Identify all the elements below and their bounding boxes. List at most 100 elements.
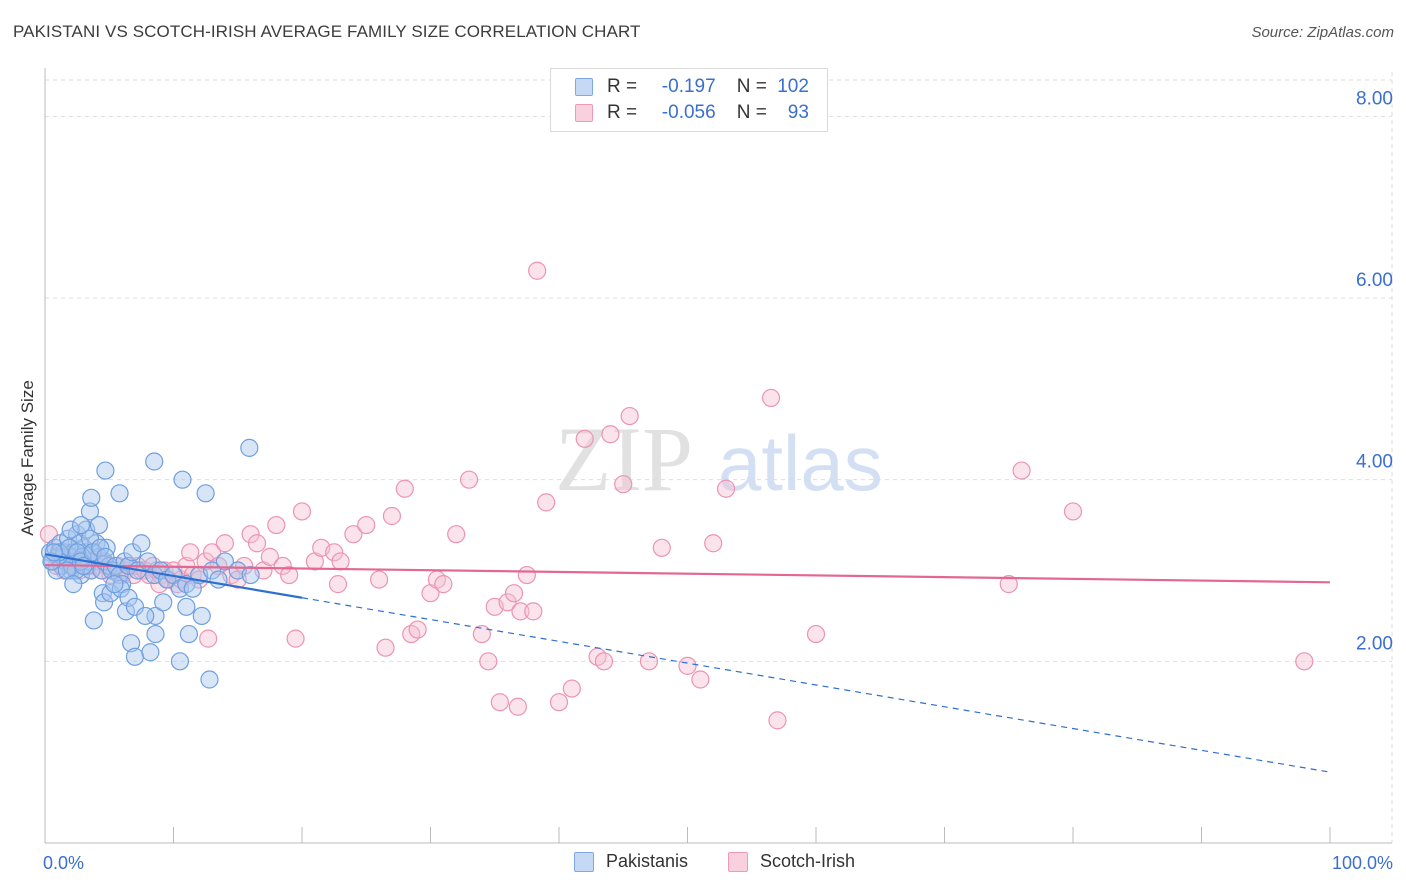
pakistani-point	[200, 670, 219, 689]
scotch-irish-point	[678, 656, 697, 675]
scotch-irish-point	[260, 547, 279, 566]
scotch-irish-point	[511, 602, 530, 621]
scotch-irish-point	[999, 575, 1018, 594]
pakistani-point	[116, 602, 136, 621]
pakistani-point	[84, 611, 103, 630]
grid-lines	[45, 72, 1393, 843]
scotch-irish-point	[528, 261, 547, 280]
scotch-irish-point	[376, 638, 395, 657]
legend-r-label: R =	[607, 102, 638, 123]
pakistani-point	[71, 515, 91, 535]
watermark-zip: ZIP	[555, 408, 693, 510]
source-credit: Source: ZipAtlas.com	[1251, 24, 1394, 41]
scotch-irish-point	[1295, 652, 1314, 671]
watermark-atlas: atlas	[718, 419, 883, 507]
scotch-irish-point	[537, 493, 556, 512]
pakistani-point	[136, 606, 155, 626]
scotch-irish-point	[215, 534, 234, 553]
pakistani-point	[96, 461, 115, 480]
scotch-irish-point	[490, 693, 509, 712]
pakistani-point	[170, 652, 190, 671]
pakistani-point	[80, 502, 100, 521]
scotch-irish-point	[459, 470, 479, 489]
scotch-irish-point	[434, 575, 453, 594]
legend-row-scotch-irish: R = -0.056 N = 93	[575, 100, 809, 126]
tick-labels: 2.00 4.00 6.00 8.00 0.0% 100.0%	[43, 88, 1393, 873]
trend-lines	[44, 553, 1331, 773]
pakistani-point	[44, 543, 64, 562]
scotch-irish-point	[382, 506, 402, 526]
scotch-irish-point	[761, 388, 781, 408]
legend-n-label: N =	[736, 102, 767, 123]
chart-title: PAKISTANI VS SCOTCH-IRISH AVERAGE FAMILY…	[13, 22, 641, 41]
scotch-irish-point	[325, 543, 344, 562]
pakistanis-legend-swatch	[574, 851, 594, 872]
pakistanis-legend-label: Pakistanis	[606, 851, 689, 871]
y-tick-label: 8.00	[1356, 88, 1393, 109]
scotch-irish-point	[370, 570, 389, 589]
pakistani-point	[97, 538, 116, 557]
pakistani-point	[80, 529, 100, 548]
scotch-irish-point	[1063, 502, 1083, 521]
x-tick-label-min: 0.0%	[43, 853, 84, 873]
pakistani-point	[177, 597, 196, 616]
pakistani-trend-line-dashed	[301, 597, 1331, 773]
scotch-irish-point	[691, 670, 710, 689]
scotch-irish-point	[286, 629, 305, 648]
y-axis-label: Average Family Size	[18, 380, 37, 536]
pakistani-point	[89, 515, 109, 535]
scotch-irish-point	[601, 425, 620, 444]
scotch-irish-point	[517, 565, 536, 585]
pakistani-point	[240, 438, 259, 457]
pakistani-point	[105, 575, 124, 594]
scotch-irish-point	[768, 711, 787, 730]
pakistani-point	[125, 647, 145, 666]
scotch-irish-point	[1012, 461, 1031, 480]
pakistani-point	[192, 606, 211, 626]
scotch-irish-point	[806, 624, 826, 644]
pakistani-point	[146, 624, 165, 644]
scotch-irish-point	[292, 502, 312, 521]
pakistani-point	[121, 634, 141, 653]
pakistani-points	[41, 438, 260, 689]
scotch-irish-point	[241, 525, 260, 544]
legend-n-value-scotch-irish: 93	[787, 102, 809, 123]
scotch-irish-point	[331, 552, 350, 571]
scotch-irish-swatch	[575, 104, 593, 122]
y-tick-label: 6.00	[1356, 270, 1393, 291]
pakistani-point	[215, 552, 234, 571]
pakistani-point	[82, 488, 101, 507]
scotch-irish-point	[408, 620, 427, 639]
scotch-irish-point	[267, 515, 286, 535]
scotch-irish-point	[594, 652, 614, 671]
pakistani-point	[132, 534, 151, 553]
legend-r-value-pakistani: -0.197	[661, 76, 716, 97]
scotch-irish-point	[620, 406, 639, 426]
scotch-irish-trend-line	[44, 563, 1331, 584]
pakistani-point	[154, 593, 173, 612]
y-tick-label: 2.00	[1356, 633, 1393, 654]
scotch-irish-point	[652, 538, 671, 557]
scotch-irish-point	[479, 652, 498, 671]
pakistani-point	[101, 584, 120, 603]
x-tick-label-max: 100.0%	[1332, 853, 1393, 873]
scotch-irish-point	[504, 584, 524, 603]
pakistani-point	[141, 643, 160, 662]
pakistani-point	[91, 538, 110, 557]
scotch-irish-point	[575, 429, 594, 448]
scotch-irish-point	[524, 602, 543, 621]
scotch-irish-point	[508, 697, 527, 716]
scotch-irish-point	[357, 515, 376, 535]
scotch-irish-point	[498, 593, 517, 612]
pakistani-point	[110, 484, 129, 503]
scotch-irish-legend-label: Scotch-Irish	[760, 851, 856, 871]
legend-n-label: N =	[736, 76, 767, 97]
scotch-irish-point	[181, 543, 200, 562]
scotch-irish-point	[562, 679, 581, 698]
bottom-legend-pakistanis: Pakistanis	[574, 851, 688, 872]
pakistani-trend-line-solid	[44, 553, 303, 599]
correlation-legend: R = -0.197 N = 102 R = -0.056 N = 93	[550, 68, 828, 132]
scotch-irish-point	[472, 624, 491, 644]
legend-r-value-scotch-irish: -0.056	[661, 102, 716, 123]
scotch-irish-point	[549, 693, 569, 712]
